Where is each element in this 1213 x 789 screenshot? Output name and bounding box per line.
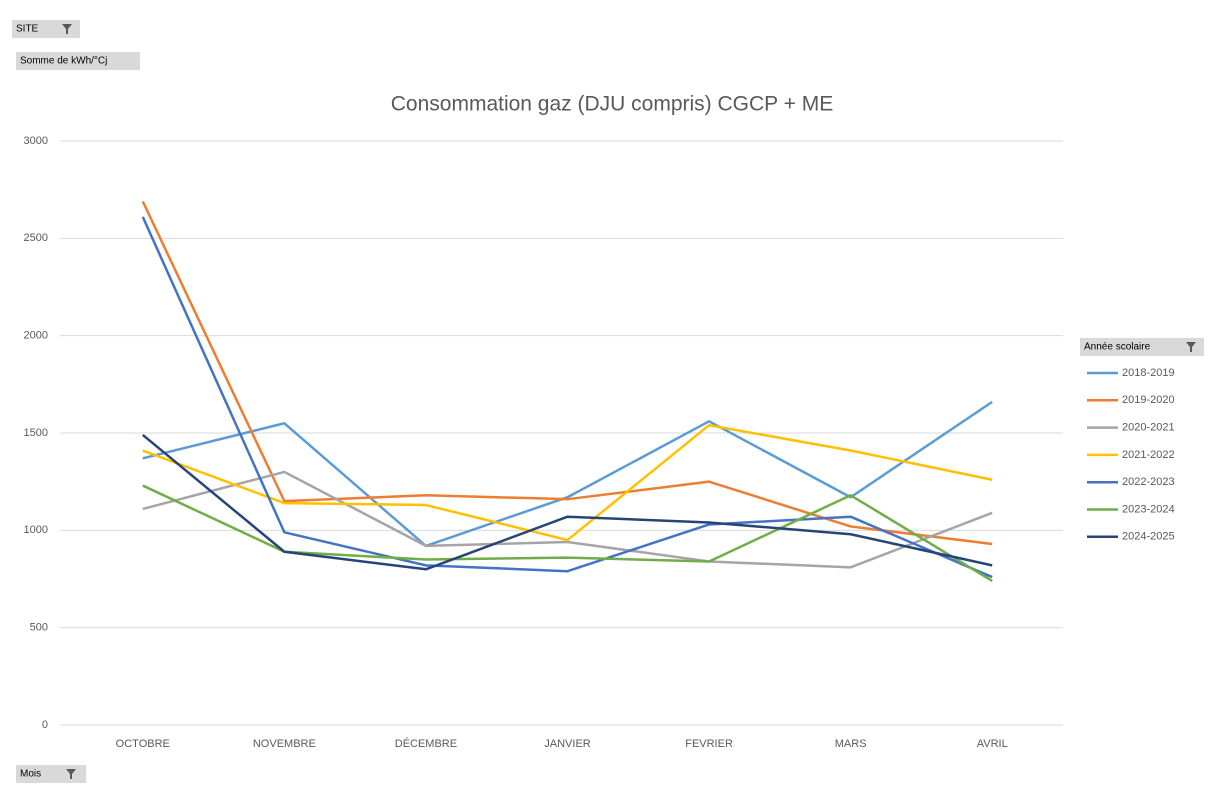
- values-field-label: Somme de kWh/°Cj: [20, 56, 107, 67]
- legend-field-label: Année scolaire: [1084, 342, 1151, 353]
- x-tick-label: NOVEMBRE: [253, 738, 316, 750]
- series-line: [141, 200, 993, 546]
- legend-label: 2021-2022: [1122, 449, 1175, 461]
- x-tick-label: DÉCEMBRE: [395, 737, 457, 750]
- axis-field-label: Mois: [20, 769, 41, 780]
- legend-label: 2018-2019: [1122, 367, 1175, 379]
- chart-title: Consommation gaz (DJU compris) CGCP + ME: [391, 93, 833, 116]
- legend-label: 2019-2020: [1122, 394, 1175, 406]
- series-line: [142, 400, 993, 548]
- legend-label: 2023-2024: [1122, 503, 1175, 515]
- y-tick-label: 3000: [24, 135, 48, 147]
- report-filter-button[interactable]: SITE: [12, 20, 80, 38]
- legend-label: 2024-2025: [1122, 531, 1175, 543]
- x-tick-label: FEVRIER: [685, 738, 733, 750]
- axis-field-button[interactable]: Mois: [16, 765, 86, 783]
- legend-field-button[interactable]: Année scolaire: [1080, 338, 1204, 356]
- y-tick-label: 2000: [24, 330, 48, 342]
- y-tick-label: 0: [42, 719, 48, 731]
- series-line: [141, 433, 993, 571]
- x-tick-label: OCTOBRE: [116, 738, 170, 750]
- x-tick-label: MARS: [835, 738, 867, 750]
- values-field-button[interactable]: Somme de kWh/°Cj: [16, 52, 140, 70]
- x-tick-label: AVRIL: [977, 738, 1008, 750]
- y-tick-label: 1000: [24, 524, 48, 536]
- report-filter-label: SITE: [16, 24, 39, 35]
- series-line: [141, 216, 993, 579]
- series-line: [142, 423, 993, 542]
- y-tick-label: 500: [30, 622, 48, 634]
- legend-label: 2020-2021: [1122, 422, 1175, 434]
- y-tick-label: 2500: [24, 232, 48, 244]
- legend-label: 2022-2023: [1122, 476, 1175, 488]
- series-line: [142, 470, 993, 569]
- y-tick-label: 1500: [24, 427, 48, 439]
- x-tick-label: JANVIER: [544, 738, 591, 750]
